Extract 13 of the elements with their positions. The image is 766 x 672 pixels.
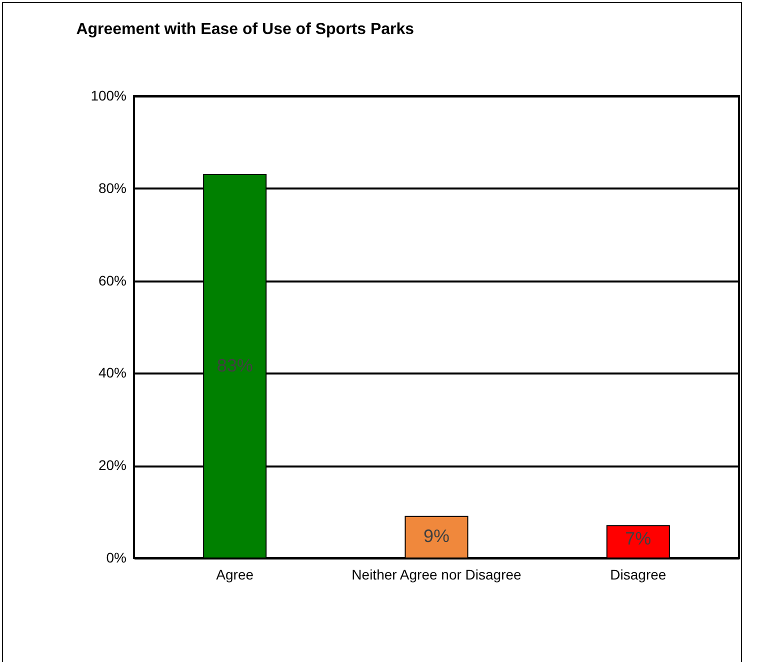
x-tick-label: Agree <box>216 566 254 582</box>
y-tick-label: 80% <box>98 180 126 196</box>
data-label: 7% <box>625 528 652 549</box>
x-tick-label: Disagree <box>610 566 666 582</box>
chart-title: Agreement with Ease of Use of Sports Parks <box>76 21 414 38</box>
y-tick-label: 20% <box>98 457 126 474</box>
data-label: 83% <box>216 355 253 376</box>
y-tick-label: 40% <box>98 364 126 381</box>
x-tick-label: Neither Agree nor Disagree <box>352 566 522 582</box>
y-tick-label: 100% <box>90 88 126 104</box>
y-tick-label: 0% <box>106 550 126 566</box>
y-tick-label: 60% <box>98 272 126 288</box>
data-label: 9% <box>423 526 450 546</box>
